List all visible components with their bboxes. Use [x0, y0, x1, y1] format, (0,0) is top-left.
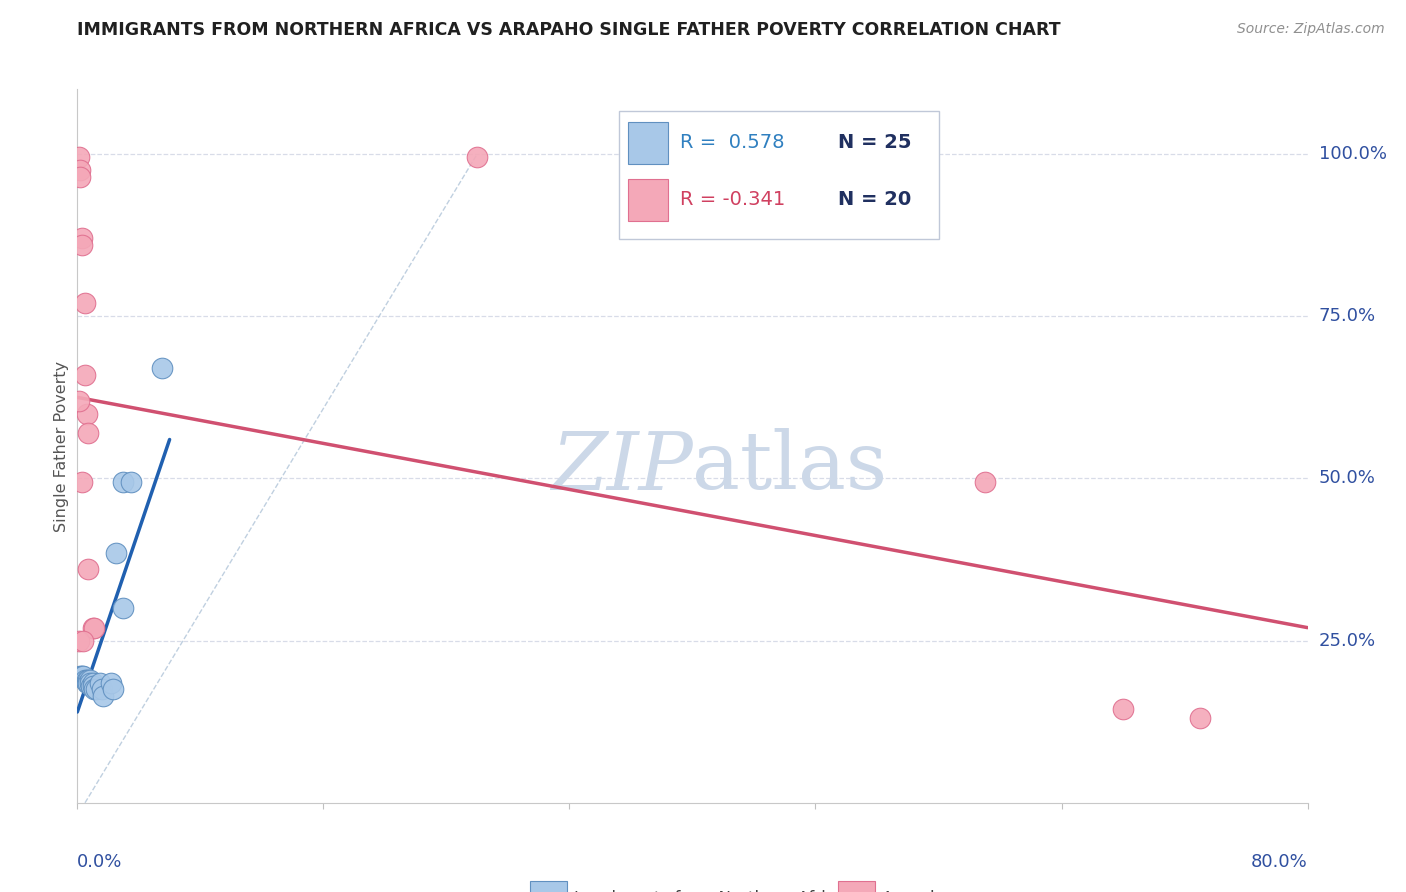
Point [101, 682, 124, 697]
Point [76, 675, 98, 690]
Point [100, 675, 122, 690]
Point [120, 475, 142, 489]
Point [70, 231, 93, 245]
Point [76, 407, 98, 421]
Point [77, 673, 100, 687]
Point [77, 425, 100, 440]
Point [69, 169, 91, 184]
Point [73, 296, 96, 310]
Point [82, 679, 104, 693]
FancyBboxPatch shape [530, 880, 567, 892]
Y-axis label: Single Father Poverty: Single Father Poverty [53, 360, 69, 532]
Text: atlas: atlas [693, 428, 887, 507]
Point [82, 621, 104, 635]
FancyBboxPatch shape [619, 111, 939, 239]
Point [83, 621, 105, 635]
Point [90, 682, 114, 697]
Point [104, 546, 127, 560]
Text: N = 20: N = 20 [838, 190, 911, 210]
FancyBboxPatch shape [628, 121, 668, 164]
Point [70, 475, 93, 489]
Point [83, 682, 105, 697]
Text: R =  0.578: R = 0.578 [681, 133, 785, 153]
Point [77, 675, 100, 690]
Point [150, 361, 173, 376]
Point [67, 150, 90, 164]
Text: 75.0%: 75.0% [1319, 307, 1376, 326]
Point [67, 633, 90, 648]
Text: 25.0%: 25.0% [1319, 632, 1376, 649]
Point [76, 673, 98, 687]
Text: 100.0%: 100.0% [1319, 145, 1386, 163]
Point [84, 682, 107, 697]
Text: N = 25: N = 25 [838, 133, 911, 153]
Text: Source: ZipAtlas.com: Source: ZipAtlas.com [1237, 22, 1385, 37]
Text: 50.0%: 50.0% [1319, 469, 1375, 487]
Text: R = -0.341: R = -0.341 [681, 190, 786, 210]
Point [93, 689, 115, 703]
Point [69, 163, 91, 178]
Point [80, 679, 103, 693]
Point [70, 238, 93, 252]
Point [72, 669, 94, 683]
Point [1188, 711, 1211, 725]
Text: Arapaho: Arapaho [882, 890, 952, 892]
Point [82, 675, 104, 690]
Point [72, 633, 94, 648]
Point [973, 475, 995, 489]
Text: IMMIGRANTS FROM NORTHERN AFRICA VS ARAPAHO SINGLE FATHER POVERTY CORRELATION CHA: IMMIGRANTS FROM NORTHERN AFRICA VS ARAPA… [77, 21, 1062, 39]
Point [73, 673, 96, 687]
Text: ZIP: ZIP [551, 429, 693, 506]
Point [79, 675, 101, 690]
Point [67, 393, 90, 408]
Text: 0.0%: 0.0% [77, 853, 122, 871]
Point [73, 368, 96, 382]
Point [79, 673, 101, 687]
Text: Immigrants from Northern Africa: Immigrants from Northern Africa [575, 890, 845, 892]
Text: 80.0%: 80.0% [1251, 853, 1308, 871]
Point [112, 475, 135, 489]
Point [69, 669, 91, 683]
FancyBboxPatch shape [628, 178, 668, 221]
Point [112, 601, 135, 615]
Point [465, 150, 488, 164]
FancyBboxPatch shape [838, 880, 875, 892]
Point [70, 669, 93, 683]
Point [89, 675, 111, 690]
Point [1112, 702, 1135, 716]
Point [77, 562, 100, 576]
